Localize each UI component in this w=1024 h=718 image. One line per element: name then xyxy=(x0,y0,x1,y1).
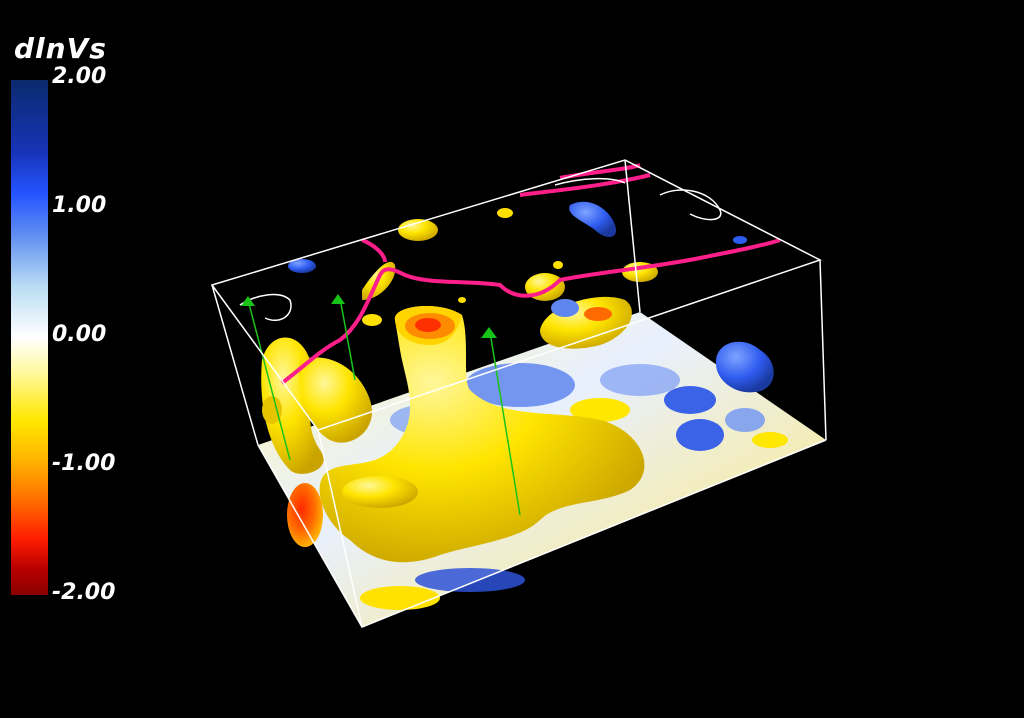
colorbar-title: dlnVs xyxy=(14,32,107,65)
colorbar-tick-min: -2.00 xyxy=(52,580,116,605)
colorbar-tick-neg1: -1.00 xyxy=(52,451,116,476)
colorbar xyxy=(11,80,48,595)
colorbar-tick-0: 0.00 xyxy=(52,322,107,347)
fast-anomaly-blob xyxy=(715,341,774,393)
colorbar-tick-1: 1.00 xyxy=(52,193,107,218)
bounding-box xyxy=(210,159,827,628)
colorbar-tick-max: 2.00 xyxy=(52,64,107,89)
station-markers xyxy=(241,294,521,516)
